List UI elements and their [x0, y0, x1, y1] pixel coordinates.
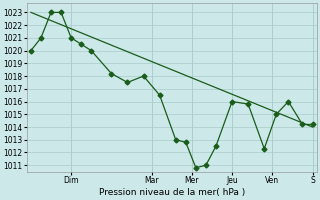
X-axis label: Pression niveau de la mer( hPa ): Pression niveau de la mer( hPa ) [99, 188, 245, 197]
